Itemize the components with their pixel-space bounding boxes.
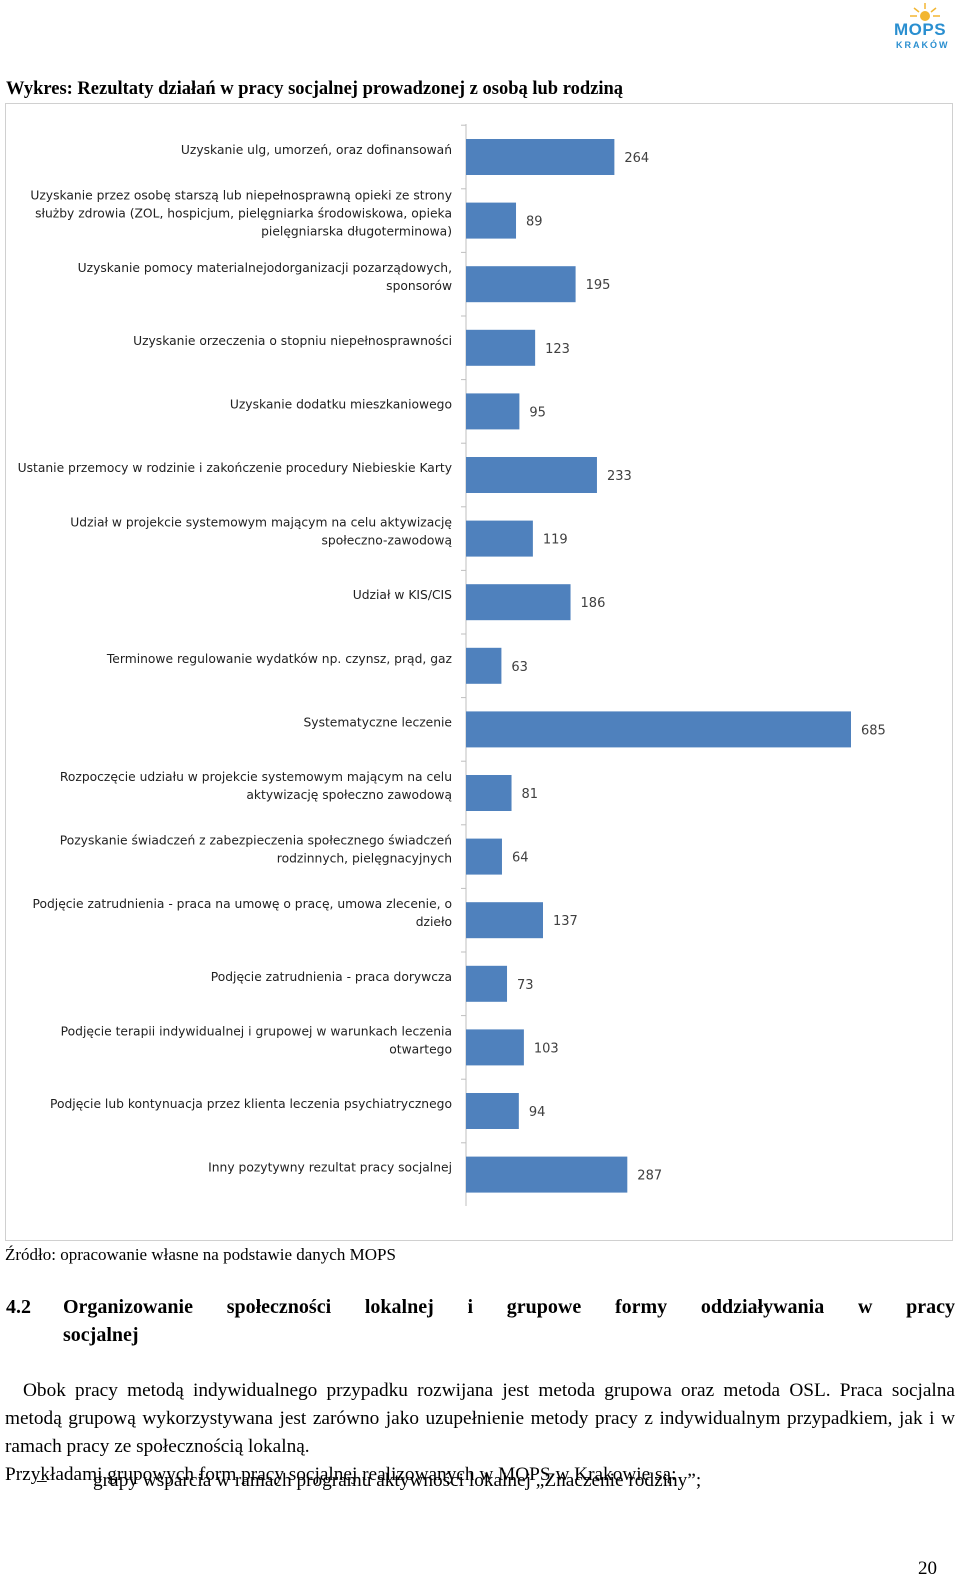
source-note: Źródło: opracowanie własne na podstawie …: [5, 1245, 396, 1264]
bar: [466, 329, 536, 366]
bar: [466, 965, 508, 1002]
bar: [466, 711, 851, 748]
logo-subtext: KRAKÓW: [896, 40, 950, 50]
bar: [466, 1156, 628, 1193]
data-label: 63: [511, 660, 528, 675]
bar: [466, 266, 576, 303]
category-label-line: Podjęcie terapii indywidualnej i grupowe…: [61, 1024, 452, 1038]
category-label-line: Uzyskanie orzeczenia o stopniu niepełnos…: [133, 334, 452, 348]
data-label: 95: [529, 405, 546, 420]
chart-frame: 264 Uzyskanie ulg, umorzeń, oraz dofinans…: [5, 103, 953, 1241]
data-label: 64: [512, 851, 529, 866]
section-number: 4.2: [6, 1296, 31, 1318]
bar: [466, 838, 502, 875]
bar: [466, 393, 520, 430]
bar: [466, 457, 597, 493]
category-label: Ustanie przemocy w rodzinie i zakończeni…: [18, 461, 452, 475]
bar: [466, 139, 615, 175]
category-label: Uzyskanie orzeczenia o stopniu niepełnos…: [133, 334, 452, 348]
bar: [466, 647, 502, 684]
data-label: 81: [522, 787, 539, 802]
category-label-line: Podjęcie zatrudnienia - praca dorywcza: [211, 970, 452, 984]
data-label: 103: [534, 1041, 559, 1056]
category-label-line: Podjęcie zatrudnienia - praca na umowę o…: [33, 897, 453, 911]
category-label-line: dzieło: [416, 915, 452, 929]
category-label-line: rodzinnych, pielęgnacyjnych: [277, 852, 452, 866]
category-label: Uzyskanie pomocy materialnejodorganizacj…: [78, 261, 452, 293]
category-label-line: Uzyskanie dodatku mieszkaniowego: [230, 397, 452, 411]
data-label: 123: [545, 342, 570, 357]
category-label: Podjęcie zatrudnienia - praca na umowę o…: [33, 897, 453, 929]
category-label-line: Uzyskanie pomocy materialnejodorganizacj…: [78, 261, 452, 275]
list-dash: –: [37, 1470, 47, 1491]
body-text: Obok pracy metodą indywidualnego przypad…: [5, 1377, 955, 1489]
category-label-line: Podjęcie lub kontynuacja przez klienta l…: [50, 1097, 452, 1111]
category-label: Podjęcie lub kontynuacja przez klienta l…: [50, 1097, 452, 1111]
data-label: 137: [553, 914, 578, 929]
section-title-line2: socjalnej: [63, 1324, 139, 1346]
bar: [466, 902, 543, 939]
category-label-line: Rozpoczęcie udziału w projekcie systemow…: [60, 770, 452, 784]
category-label: Pozyskanie świadczeń z zabezpieczenia sp…: [60, 834, 452, 866]
paragraph-2: Przykładami grupowych form pracy socjaln…: [5, 1464, 677, 1485]
category-label: Uzyskanie dodatku mieszkaniowego: [230, 397, 452, 411]
list-item-text: grupy wsparcia w ramach programu aktywno…: [93, 1470, 702, 1491]
category-label-line: Udział w projekcie systemowym mającym na…: [70, 516, 452, 530]
category-label-line: Uzyskanie przez osobę starszą lub niepeł…: [30, 189, 452, 203]
category-label: Terminowe regulowanie wydatków np. czyns…: [106, 652, 452, 666]
category-label: Podjęcie terapii indywidualnej i grupowe…: [61, 1024, 452, 1056]
bar: [466, 202, 517, 239]
bar-chart: 264 Uzyskanie ulg, umorzeń, oraz dofinans…: [18, 124, 886, 1206]
data-label: 287: [637, 1169, 662, 1184]
category-label: Systematyczne leczenie: [303, 715, 452, 729]
category-label-line: pielęgniarska długoterminowa): [261, 225, 452, 239]
category-label-line: otwartego: [389, 1042, 452, 1056]
category-label-line: Inny pozytywny rezultat pracy socjalnej: [208, 1161, 452, 1175]
category-label-line: Terminowe regulowanie wydatków np. czyns…: [106, 652, 452, 666]
data-label: 73: [517, 978, 534, 993]
bar: [466, 520, 533, 557]
data-label: 89: [526, 215, 543, 230]
logo-text: MOPS: [894, 20, 947, 39]
bar: [466, 1029, 524, 1066]
sun-icon: [910, 3, 940, 21]
category-label-line: Udział w KIS/CIS: [353, 588, 452, 602]
category-label: Podjęcie zatrudnienia - praca dorywcza: [211, 970, 452, 984]
bar: [466, 584, 571, 621]
category-label-line: Systematyczne leczenie: [303, 715, 452, 729]
category-label: Inny pozytywny rezultat pracy socjalnej: [208, 1161, 452, 1175]
category-label: Udział w KIS/CIS: [353, 588, 452, 602]
data-label: 186: [581, 596, 606, 611]
category-label: Uzyskanie ulg, umorzeń, oraz dofinansowa…: [181, 143, 452, 157]
page-number: 20: [918, 1558, 937, 1579]
bar: [466, 775, 512, 811]
category-label-line: sponsorów: [386, 279, 452, 293]
data-label: 233: [607, 469, 632, 484]
category-label-line: Ustanie przemocy w rodzinie i zakończeni…: [18, 461, 452, 475]
data-label: 195: [586, 278, 611, 293]
paragraph-1: Obok pracy metodą indywidualnego przypad…: [5, 1380, 955, 1457]
bar: [466, 1093, 519, 1129]
data-label: 119: [543, 533, 568, 548]
category-label-line: służby zdrowia (ZOL, hospicjum, pielęgni…: [35, 207, 452, 221]
data-label: 94: [529, 1105, 546, 1120]
data-label: 264: [624, 151, 649, 166]
category-label-line: społeczno-zawodową: [322, 534, 453, 548]
category-label-line: Uzyskanie ulg, umorzeń, oraz dofinansowa…: [181, 143, 452, 157]
category-label-line: aktywizację społeczno zawodową: [246, 788, 452, 802]
data-label: 685: [861, 723, 886, 738]
chart-title: Wykres: Rezultaty działań w pracy socjal…: [6, 79, 624, 99]
category-label-line: Pozyskanie świadczeń z zabezpieczenia sp…: [60, 834, 452, 848]
category-label: Uzyskanie przez osobę starszą lub niepeł…: [30, 189, 452, 239]
section-title-line1: Organizowanie społeczności lokalnej i gr…: [63, 1296, 955, 1318]
mops-logo: MOPS KRAKÓW: [894, 2, 956, 52]
category-label: Rozpoczęcie udziału w projekcie systemow…: [60, 770, 452, 802]
category-label: Udział w projekcie systemowym mającym na…: [70, 516, 452, 548]
